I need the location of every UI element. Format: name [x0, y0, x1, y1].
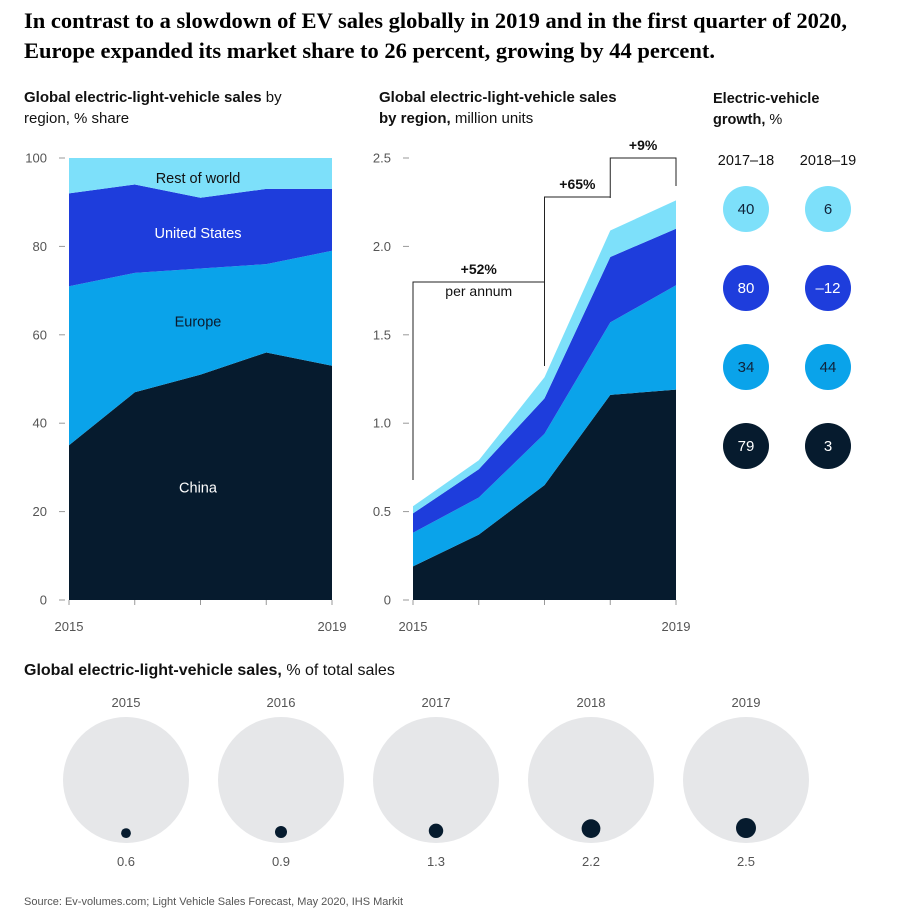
growth-table-title-bold: Electric-vehicle growth,	[713, 91, 820, 128]
source-note: Source: Ev-volumes.com; Light Vehicle Sa…	[24, 896, 404, 908]
units-chart: 0 0.5 1.0 1.5 2.0 2.5 2015 2019 +52% per annum +65…	[373, 137, 691, 634]
units-area-rest-of-world	[413, 200, 676, 514]
units-area-europe	[413, 285, 676, 567]
share-chart: 0 20 40 60 80 100 2015 2019 China Europe United St…	[25, 151, 346, 635]
growth-value-china: 79	[738, 438, 755, 455]
units-area-united-states	[413, 228, 676, 533]
growth-value-europe: 44	[820, 359, 837, 376]
growth-value-china: 3	[824, 438, 832, 455]
pct-total-circle	[218, 717, 344, 843]
pct-value-label: 2.5	[737, 854, 755, 869]
share-series-label-europe: Europe	[175, 315, 222, 331]
units-ytick-label: 2.0	[373, 239, 391, 254]
growth-bubble-china	[805, 423, 851, 469]
units-ytick-label: 1.0	[373, 416, 391, 431]
pct-year-label: 2017	[422, 695, 451, 710]
growth-value-rest-of-world: 40	[738, 201, 755, 218]
growth-bubble-china	[723, 423, 769, 469]
pct-year-label: 2016	[267, 695, 296, 710]
growth-bubble-united-states	[805, 265, 851, 311]
share-area-china	[69, 352, 332, 600]
share-ytick-label: 100	[25, 151, 47, 166]
pct-value-label: 0.9	[272, 854, 290, 869]
share-chart-title-unit: by region, % share	[24, 89, 282, 127]
units-ytick-label: 0	[384, 593, 391, 608]
pct-chart-title-unit: % of total sales	[281, 662, 395, 679]
pct-total-circle	[528, 717, 654, 843]
units-bracket-label-3: +9%	[629, 137, 658, 153]
growth-bubble-united-states	[723, 265, 769, 311]
pct-value-label: 1.3	[427, 854, 445, 869]
share-series-label-rest-of-world: Rest of world	[156, 171, 241, 187]
pct-total-circle	[683, 717, 809, 843]
growth-bubble-europe	[805, 344, 851, 390]
pct-year-label: 2019	[732, 695, 761, 710]
units-area-china	[413, 389, 676, 600]
units-ytick-label: 1.5	[373, 327, 391, 342]
share-area-united-states	[69, 184, 332, 287]
units-ytick-label: 0.5	[373, 504, 391, 519]
growth-bubble-rest-of-world	[723, 186, 769, 232]
units-chart-title: Global electric-light-vehicle sales by r…	[379, 87, 624, 129]
share-ytick-label: 60	[33, 327, 47, 342]
growth-bubble-rest-of-world	[805, 186, 851, 232]
units-bracket-sublabel-1: per annum	[445, 283, 512, 299]
units-bracket-3	[609, 157, 677, 198]
units-bracket-2	[544, 196, 611, 366]
growth-column-header: 2018–19	[800, 153, 856, 169]
units-bracket-label-2: +65%	[559, 176, 596, 192]
pct-year-label: 2015	[112, 695, 141, 710]
share-chart-title: Global electric-light-vehicle sales by r…	[24, 87, 314, 129]
share-area-europe	[69, 250, 332, 446]
share-chart-title-bold: Global electric-light-vehicle sales	[24, 89, 262, 106]
growth-table-title: Electric-vehicle growth, %	[713, 89, 853, 131]
units-ytick-label: 2.5	[373, 151, 391, 166]
units-chart-title-bold: Global electric-light-vehicle sales by r…	[379, 89, 617, 127]
growth-value-united-states: 80	[738, 280, 755, 297]
units-bracket-label-1: +52%	[461, 261, 498, 277]
share-area-rest-of-world	[69, 158, 332, 198]
pct-ev-dot	[736, 818, 756, 838]
pct-chart-title: Global electric-light-vehicle sales, % o…	[24, 660, 724, 681]
pct-ev-dot	[581, 819, 601, 838]
pct-year-label: 2018	[577, 695, 606, 710]
pct-ev-dot	[275, 826, 287, 838]
share-ytick-label: 80	[33, 239, 47, 254]
pct-value-label: 0.6	[117, 854, 135, 869]
units-xtick-label: 2019	[662, 619, 691, 634]
growth-table-title-unit: %	[765, 112, 783, 128]
share-ytick-label: 20	[33, 504, 47, 519]
units-chart-title-unit: million units	[450, 110, 534, 127]
growth-value-europe: 34	[738, 359, 755, 376]
share-xtick-label: 2015	[55, 619, 84, 634]
pct-total-circle	[63, 717, 189, 843]
share-xtick-label: 2019	[318, 619, 347, 634]
growth-value-united-states: –12	[815, 280, 840, 297]
headline: In contrast to a slowdown of EV sales gl…	[24, 8, 847, 63]
pct-ev-dot	[428, 823, 444, 838]
growth-column-header: 2017–18	[718, 153, 774, 169]
pct-ev-dot	[121, 828, 131, 838]
share-series-label-united-states: United States	[154, 226, 241, 242]
pct-total-circle	[373, 717, 499, 843]
growth-value-rest-of-world: 6	[824, 201, 832, 218]
share-ytick-label: 0	[40, 593, 47, 608]
units-xtick-label: 2015	[399, 619, 428, 634]
pct-value-label: 2.2	[582, 854, 600, 869]
share-ytick-label: 40	[33, 416, 47, 431]
pct-chart-title-bold: Global electric-light-vehicle sales,	[24, 662, 282, 679]
share-series-label-china: China	[179, 480, 218, 496]
growth-bubble-europe	[723, 344, 769, 390]
